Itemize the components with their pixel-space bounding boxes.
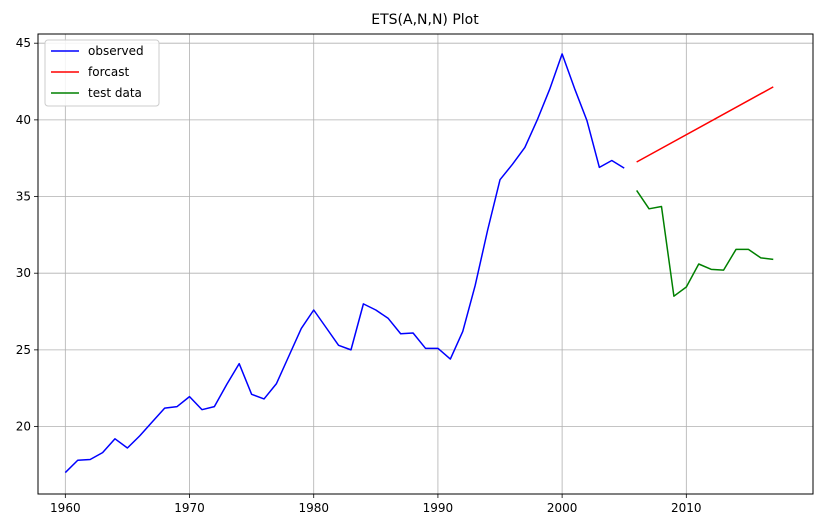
y-tick-label: 20 <box>16 420 31 434</box>
plot-frame <box>37 33 814 495</box>
series-layer <box>64 53 774 474</box>
legend: observed forcast test data <box>44 39 160 107</box>
x-tick-label: 1960 <box>50 501 81 515</box>
y-tick-label: 40 <box>16 113 31 127</box>
y-tick-label: 35 <box>16 190 31 204</box>
y-tick-label: 45 <box>16 36 31 50</box>
legend-label-forcast: forcast <box>88 65 129 79</box>
series-line-observed <box>64 53 625 474</box>
chart-title: ETS(A,N,N) Plot <box>371 12 479 28</box>
legend-box <box>44 39 160 107</box>
x-axis: 1960 1970 1980 1990 2000 2010 <box>50 494 702 515</box>
x-tick-label: 1980 <box>298 501 329 515</box>
series-line-test-data <box>636 189 774 297</box>
x-tick-label: 1990 <box>423 501 454 515</box>
y-tick-label: 25 <box>16 343 31 357</box>
y-tick-label: 30 <box>16 266 31 280</box>
x-tick-label: 2000 <box>547 501 578 515</box>
grid <box>38 34 813 494</box>
series-line-forcast <box>636 86 774 163</box>
x-tick-label: 2010 <box>671 501 702 515</box>
x-tick-label: 1970 <box>174 501 205 515</box>
y-axis: 20 25 30 35 40 45 <box>16 36 38 434</box>
legend-label-observed: observed <box>88 44 144 58</box>
legend-label-test-data: test data <box>88 86 142 100</box>
